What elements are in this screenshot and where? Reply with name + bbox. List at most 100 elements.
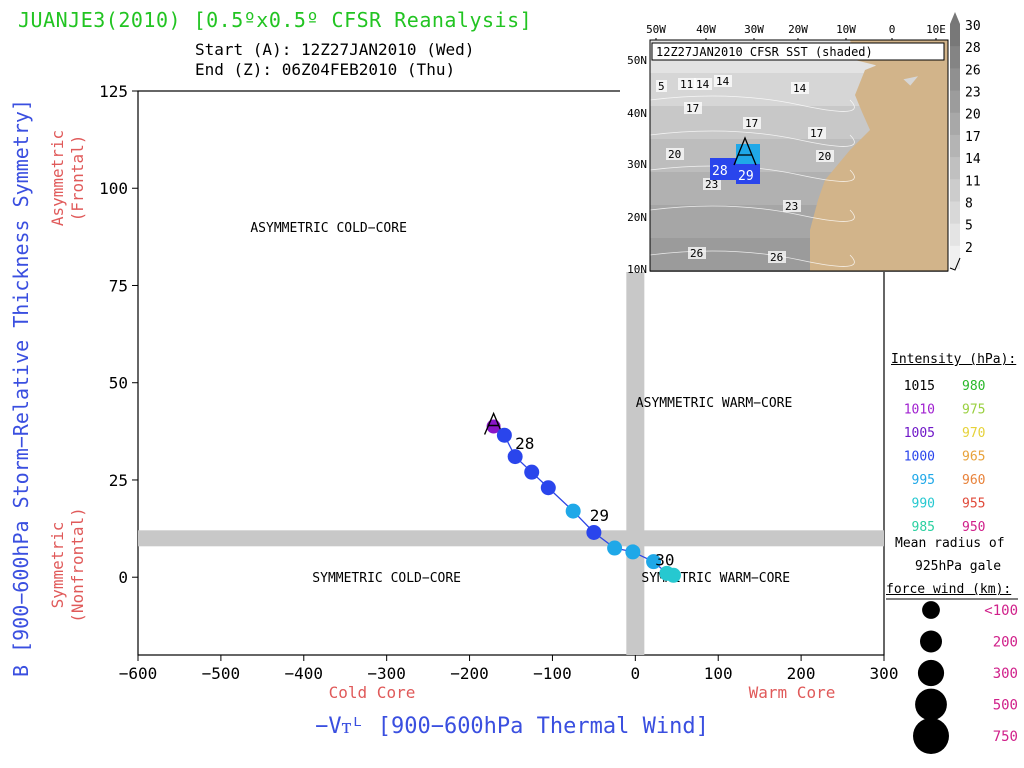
inset-lon-label: 50W: [646, 23, 666, 36]
track-point: [507, 449, 523, 465]
colorbar-segment: [950, 157, 960, 181]
colorbar-tick-label: 30: [965, 19, 981, 34]
track-point: [625, 544, 641, 560]
track-point: [586, 524, 602, 540]
contour-label-bg: [656, 80, 667, 92]
radius-marker: [915, 688, 947, 721]
inset-lon-label: 10W: [836, 23, 856, 36]
colorbar-segment: [950, 134, 960, 159]
symmetric-side-label-line2: (Nonfrontal): [68, 507, 87, 623]
asymmetric-side-label: Asymmetric (Frontal): [48, 130, 87, 226]
colorbar-segment: [950, 201, 960, 225]
inset-start-marker: [733, 136, 757, 166]
contour-label-bg: [703, 178, 721, 190]
colorbar-tick-label: 11: [965, 174, 981, 189]
symmetric-side-label-line1: Symmetric: [48, 522, 67, 609]
x-tick-label: 0: [631, 664, 641, 683]
intensity-value: 955: [962, 497, 985, 512]
colorbar-segment: [950, 112, 960, 136]
sst-contour: [649, 205, 855, 222]
contour-label: 26: [770, 251, 783, 264]
inset-title: 12Z27JAN2010 CFSR SST (shaded): [656, 45, 873, 59]
end-time: End (Z): 06Z04FEB2010 (Thu): [195, 60, 456, 79]
radius-marker: [920, 630, 942, 653]
contour-label-bg: [816, 150, 834, 162]
radius-label: <100: [984, 603, 1018, 619]
y-tick-label: 0: [118, 568, 128, 587]
inset-title-box: [651, 42, 945, 61]
y-tick-label: 125: [99, 82, 128, 101]
sst-contour: [649, 130, 855, 147]
contour-label: 17: [686, 102, 699, 115]
intensity-value: 975: [962, 403, 985, 418]
radius-label: 200: [993, 635, 1018, 651]
contour-label: 14: [793, 82, 807, 95]
y-tick-label: 50: [109, 374, 128, 393]
contour-label: 5: [658, 80, 665, 93]
warm-core-label: Warm Core: [749, 683, 836, 702]
contour-label: 20: [818, 150, 831, 163]
radius-label: 300: [993, 666, 1018, 682]
y-tick-label: 25: [109, 471, 128, 490]
x-tick-label: 200: [787, 664, 816, 683]
x-tick-label: −300: [367, 664, 406, 683]
colorbar-bottom-arrow: [949, 257, 961, 271]
contour-label-bg: [808, 127, 826, 139]
track-point: [665, 567, 681, 583]
x-tick-label: −200: [450, 664, 489, 683]
radius-legend-title-3: force wind (km):: [886, 582, 1012, 597]
inset-lat-label: 20N: [627, 211, 647, 224]
colorbar-tick-label: 17: [965, 130, 981, 145]
start-time: Start (A): 12Z27JAN2010 (Wed): [195, 40, 475, 59]
contour-label: 26: [690, 247, 703, 260]
contour-label: 23: [785, 200, 798, 213]
track-point: [607, 540, 623, 556]
x-tick-label: 100: [704, 664, 733, 683]
x-tick-label: −100: [533, 664, 572, 683]
inset-lat-label: 50N: [627, 54, 647, 67]
contour-label: 11: [680, 78, 693, 91]
contour-label-bg: [714, 75, 732, 87]
contour-label: 17: [810, 127, 823, 140]
intensity-value: 1015: [904, 379, 935, 394]
intensity-value: 995: [912, 473, 935, 488]
colorbar-segment: [950, 90, 960, 114]
inset-day-box-28: [710, 158, 736, 180]
intensity-legend-title: Intensity (hPa):: [891, 352, 1017, 367]
start-A-marker: [483, 411, 504, 435]
quadrant-label: SYMMETRIC COLD−CORE: [312, 571, 461, 586]
symmetric-side-label: Symmetric (Nonfrontal): [48, 507, 87, 623]
chart-title: JUANJE3(2010) [0.5ºx0.5º CFSR Reanalysis…: [18, 8, 533, 32]
x-tick-label: 300: [870, 664, 899, 683]
quadrant-label: ASYMMETRIC COLD−CORE: [250, 221, 407, 236]
colorbar-segment: [950, 223, 960, 247]
y-tick-label: 75: [109, 276, 128, 295]
contour-label-bg: [688, 247, 706, 259]
colorbar-segment: [950, 179, 960, 203]
colorbar-segment: [950, 46, 960, 70]
inset-lon-label: 0: [889, 23, 896, 36]
contour-label-bg: [768, 251, 786, 263]
radius-marker: [922, 601, 940, 619]
radius-legend-title-2: 925hPa gale: [915, 559, 1002, 574]
colorbar-tick-label: 8: [965, 196, 973, 211]
radius-label: 750: [993, 729, 1018, 745]
contour-label: 14: [716, 75, 730, 88]
x-axis-title: −Vᴛᴸ [900−600hPa Thermal Wind]: [315, 714, 709, 739]
horizontal-threshold-bar: [138, 530, 884, 547]
inset-lon-label: 30W: [744, 23, 764, 36]
track-point: [524, 464, 540, 480]
inset-day-box-29: [736, 164, 760, 184]
day-label: 30: [655, 551, 674, 570]
radius-marker: [913, 718, 949, 754]
contour-label: 17: [745, 117, 758, 130]
intensity-value: 980: [962, 379, 985, 394]
y-axis-title: B [900−600hPa Storm−Relative Thickness S…: [9, 99, 33, 677]
intensity-value: 1000: [904, 450, 935, 465]
contour-label-bg: [791, 82, 809, 94]
colorbar-tick-label: 20: [965, 108, 981, 123]
intensity-value: 960: [962, 473, 985, 488]
colorbar-tick-label: 26: [965, 63, 981, 78]
